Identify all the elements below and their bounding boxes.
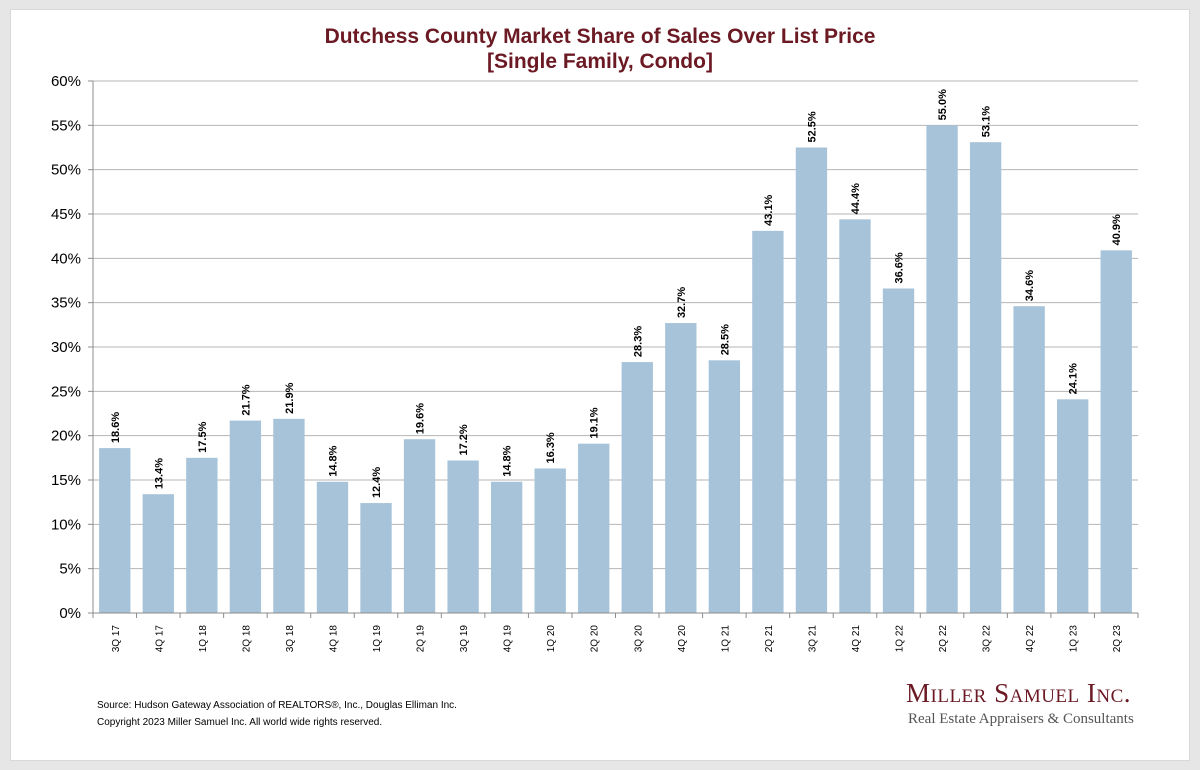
bar-value-label: 21.9% bbox=[284, 382, 296, 413]
bar-value-label: 40.9% bbox=[1111, 214, 1123, 245]
x-tick-label: 1Q 20 bbox=[546, 625, 557, 653]
x-tick-label: 4Q 21 bbox=[851, 625, 862, 653]
company-logo: Miller Samuel Inc. Real Estate Appraiser… bbox=[906, 676, 1146, 728]
logo-tagline: Real Estate Appraisers & Consultants bbox=[908, 711, 1134, 727]
bar-value-label: 44.4% bbox=[850, 183, 862, 214]
bar-value-label: 28.3% bbox=[632, 326, 644, 357]
bar-value-label: 28.5% bbox=[719, 324, 731, 355]
y-tick-label: 25% bbox=[51, 383, 81, 400]
bar bbox=[403, 439, 436, 613]
y-tick-label: 20% bbox=[51, 428, 81, 445]
bar bbox=[1057, 399, 1089, 613]
bar bbox=[186, 457, 218, 613]
y-tick-label: 0% bbox=[59, 605, 81, 622]
bar bbox=[142, 494, 174, 613]
bar bbox=[360, 503, 392, 613]
x-tick-label: 1Q 21 bbox=[720, 625, 731, 653]
bar-value-label: 14.8% bbox=[502, 445, 514, 476]
source-text: Source: Hudson Gateway Association of RE… bbox=[97, 700, 457, 711]
bar-value-label: 19.6% bbox=[415, 403, 427, 434]
y-tick-label: 40% bbox=[51, 250, 81, 267]
bar-value-label: 16.3% bbox=[545, 432, 557, 463]
bar bbox=[621, 362, 653, 613]
x-tick-label: 2Q 20 bbox=[590, 625, 601, 653]
bar-value-label: 24.1% bbox=[1068, 363, 1080, 394]
x-tick-label: 1Q 19 bbox=[372, 625, 383, 653]
bar bbox=[969, 142, 1002, 613]
x-tick-label: 4Q 19 bbox=[503, 625, 514, 653]
x-tick-label: 2Q 22 bbox=[938, 625, 949, 653]
bar bbox=[447, 460, 479, 613]
chart-title-block: Dutchess County Market Share of Sales Ov… bbox=[0, 24, 1200, 74]
x-tick-label: 4Q 20 bbox=[677, 625, 688, 653]
bar-value-label: 43.1% bbox=[763, 194, 775, 225]
bar-value-label: 14.8% bbox=[327, 445, 339, 476]
bar-value-label: 12.4% bbox=[371, 467, 383, 498]
bar bbox=[578, 443, 610, 613]
x-tick-label: 2Q 23 bbox=[1112, 625, 1123, 653]
x-tick-label: 3Q 22 bbox=[982, 625, 993, 653]
bar-value-label: 17.2% bbox=[458, 424, 470, 455]
bar bbox=[316, 481, 349, 613]
x-tick-label: 3Q 17 bbox=[111, 625, 122, 653]
y-tick-label: 55% bbox=[51, 117, 81, 134]
y-tick-label: 5% bbox=[59, 561, 81, 578]
bar bbox=[490, 481, 523, 613]
x-tick-label: 4Q 22 bbox=[1025, 625, 1036, 653]
bar-value-label: 55.0% bbox=[937, 89, 949, 120]
bar bbox=[752, 230, 784, 613]
x-tick-label: 4Q 18 bbox=[328, 625, 339, 653]
x-tick-label: 1Q 23 bbox=[1069, 625, 1080, 653]
bar bbox=[229, 420, 262, 613]
bar bbox=[926, 125, 958, 613]
x-tick-label: 2Q 19 bbox=[416, 625, 427, 653]
bar-value-label: 52.5% bbox=[806, 111, 818, 142]
bar-value-label: 36.6% bbox=[894, 252, 906, 283]
x-tick-label: 3Q 20 bbox=[633, 625, 644, 653]
bar bbox=[534, 468, 566, 613]
bar bbox=[1100, 250, 1132, 613]
y-tick-label: 15% bbox=[51, 472, 81, 489]
bar-value-label: 13.4% bbox=[153, 458, 165, 489]
logo-name: Miller Samuel Inc. bbox=[906, 678, 1132, 708]
bar-value-label: 32.7% bbox=[676, 287, 688, 318]
bar bbox=[273, 418, 305, 613]
x-tick-label: 1Q 22 bbox=[895, 625, 906, 653]
bar-value-label: 18.6% bbox=[110, 412, 122, 443]
chart-subtitle: [Single Family, Condo] bbox=[487, 50, 713, 73]
y-tick-label: 50% bbox=[51, 162, 81, 179]
x-tick-label: 4Q 17 bbox=[154, 625, 165, 653]
footer: Source: Hudson Gateway Association of RE… bbox=[97, 697, 457, 731]
chart-title: Dutchess County Market Share of Sales Ov… bbox=[324, 25, 876, 48]
bar bbox=[1013, 306, 1045, 613]
bar-value-label: 17.5% bbox=[197, 421, 209, 452]
y-tick-label: 45% bbox=[51, 206, 81, 223]
bar bbox=[839, 219, 871, 613]
x-tick-label: 3Q 21 bbox=[807, 625, 818, 653]
y-tick-label: 10% bbox=[51, 516, 81, 533]
x-tick-label: 3Q 18 bbox=[285, 625, 296, 653]
x-tick-label: 2Q 18 bbox=[241, 625, 252, 653]
bar bbox=[665, 323, 697, 613]
x-tick-label: 3Q 19 bbox=[459, 625, 470, 653]
bar bbox=[99, 448, 131, 613]
copyright-text: Copyright 2023 Miller Samuel Inc. All wo… bbox=[97, 717, 383, 728]
y-tick-label: 35% bbox=[51, 295, 81, 312]
bar bbox=[708, 360, 741, 613]
bar-value-label: 19.1% bbox=[589, 407, 601, 438]
bar-value-label: 53.1% bbox=[981, 106, 993, 137]
bar-value-label: 21.7% bbox=[240, 384, 252, 415]
y-tick-label: 30% bbox=[51, 339, 81, 356]
x-tick-label: 1Q 18 bbox=[198, 625, 209, 653]
bar bbox=[795, 147, 828, 613]
y-tick-label: 60% bbox=[51, 73, 81, 90]
bar-value-label: 34.6% bbox=[1024, 270, 1036, 301]
x-tick-label: 2Q 21 bbox=[764, 625, 775, 653]
bar bbox=[882, 288, 915, 613]
